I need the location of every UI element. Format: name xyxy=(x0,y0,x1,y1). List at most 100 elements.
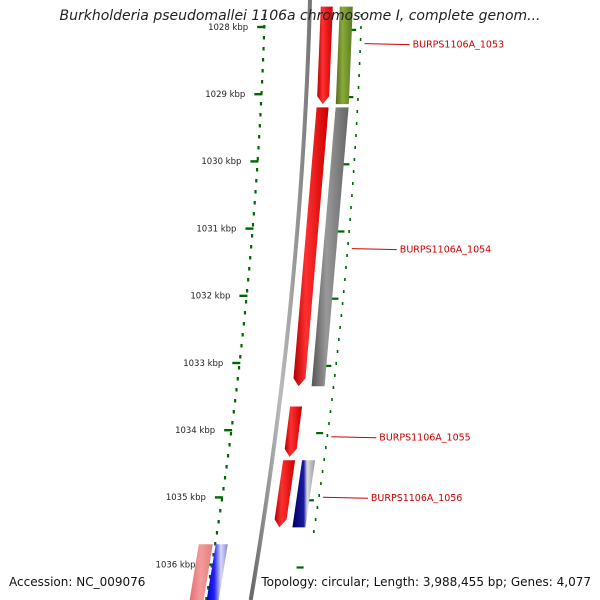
guide-dot xyxy=(358,62,361,65)
guide-dot xyxy=(331,398,333,401)
kbp-tick xyxy=(250,160,259,163)
gene-tracks xyxy=(189,6,353,600)
guide-dot xyxy=(351,182,354,185)
guide-dot xyxy=(357,98,359,101)
kbp-tick-label: 1029 kbp xyxy=(205,90,245,100)
guide-dot xyxy=(345,266,347,269)
guide-dot xyxy=(338,338,340,341)
kbp-tick-label: 1033 kbp xyxy=(183,359,223,369)
page-title: Burkholderia pseudomallei 1106a chromoso… xyxy=(59,8,541,24)
kbp-tick-label: 1031 kbp xyxy=(196,224,236,234)
ruler-dot xyxy=(235,388,238,392)
outer-tick xyxy=(342,163,350,166)
ruler-dot xyxy=(254,190,257,194)
guide-dot xyxy=(316,506,319,509)
guide-dot xyxy=(351,194,353,197)
guide-dot xyxy=(360,14,363,17)
kbp-tick-label: 1035 kbp xyxy=(166,493,206,503)
ruler-dot xyxy=(255,179,258,183)
guide-dot xyxy=(335,362,338,365)
ruler-dot xyxy=(262,47,265,51)
kbp-tick xyxy=(232,361,241,365)
outer-tick xyxy=(337,230,345,233)
guide-dot xyxy=(355,134,357,137)
backbone xyxy=(248,0,312,600)
outer-tick xyxy=(331,297,339,300)
kbp-tick xyxy=(224,429,233,432)
ruler-dot xyxy=(226,454,230,458)
kbp-tick-label: 1034 kbp xyxy=(175,426,215,436)
kbp-tick xyxy=(239,294,248,297)
guide-dot xyxy=(321,470,324,473)
ruler-dot xyxy=(242,322,245,326)
guide-dot xyxy=(354,146,356,149)
kbp-tick-label: 1036 kbp xyxy=(156,560,196,570)
guide-dot xyxy=(336,350,339,353)
label-leader-line xyxy=(351,248,397,251)
ruler-dot xyxy=(229,432,233,436)
outer-tick xyxy=(296,566,304,569)
guide-dot xyxy=(323,458,326,461)
guide-dot xyxy=(314,518,317,521)
ruler-dot xyxy=(237,366,241,370)
gene-feature xyxy=(311,107,349,387)
topology-text: Topology: circular; Length: 3,988,455 bp… xyxy=(261,575,591,589)
ruler-dot xyxy=(261,58,265,62)
ruler-dot xyxy=(217,520,220,524)
gene-label[interactable]: BURPS1106A_1055 xyxy=(379,433,470,444)
ruler-dot xyxy=(256,157,259,161)
ruler-dot xyxy=(207,586,210,590)
kbp-tick-label: 1028 kbp xyxy=(208,23,248,33)
kbp-tick xyxy=(245,227,254,230)
gene-feature xyxy=(293,107,329,387)
gene-label[interactable]: BURPS1106A_1053 xyxy=(413,40,504,51)
ruler-dot xyxy=(258,124,261,128)
ruler-dot xyxy=(208,575,212,579)
guide-dot xyxy=(359,38,362,41)
ruler-dot xyxy=(258,135,261,139)
ruler-dot xyxy=(236,377,239,381)
guide-dot xyxy=(320,482,322,485)
guide-dot xyxy=(355,122,358,125)
ruler-dot xyxy=(246,289,249,293)
ruler-dot xyxy=(252,212,255,216)
gene-label[interactable]: BURPS1106A_1054 xyxy=(400,245,491,256)
ruler-dot xyxy=(259,113,262,117)
guide-dot xyxy=(339,326,341,329)
ruler-dot xyxy=(247,278,250,282)
backbone-arc xyxy=(248,0,312,600)
ruler-dot xyxy=(261,80,264,84)
outer-tick xyxy=(346,96,354,99)
ruler-dot xyxy=(257,146,260,150)
ruler-dots xyxy=(205,14,363,600)
guide-dot xyxy=(318,494,320,497)
gene-label[interactable]: BURPS1106A_1056 xyxy=(371,493,462,504)
ruler-dot xyxy=(223,476,227,480)
guide-dot xyxy=(332,386,335,389)
ruler-dot xyxy=(263,14,266,18)
guide-dot xyxy=(356,110,359,113)
guide-dot xyxy=(353,158,356,161)
guide-dot xyxy=(340,314,343,317)
gene-feature xyxy=(189,544,213,600)
ruler-dot xyxy=(228,443,231,447)
ruler-dot xyxy=(214,542,217,546)
ruler-dot xyxy=(232,410,235,414)
ruler-dot xyxy=(249,256,252,260)
gene-feature xyxy=(206,544,228,600)
guide-dot xyxy=(313,530,315,533)
ruler-dot xyxy=(239,355,242,359)
outer-tick xyxy=(324,364,332,367)
kbp-tick-label: 1030 kbp xyxy=(201,157,241,167)
kbp-tick xyxy=(257,25,266,29)
guide-dot xyxy=(346,254,348,257)
ruler-dot xyxy=(241,333,244,337)
label-leader-line xyxy=(331,436,377,439)
ruler-dot xyxy=(219,509,222,513)
ruler-dot xyxy=(231,421,234,425)
outer-tick xyxy=(316,432,324,435)
outer-tick xyxy=(306,499,314,502)
guide-dot xyxy=(357,86,360,89)
